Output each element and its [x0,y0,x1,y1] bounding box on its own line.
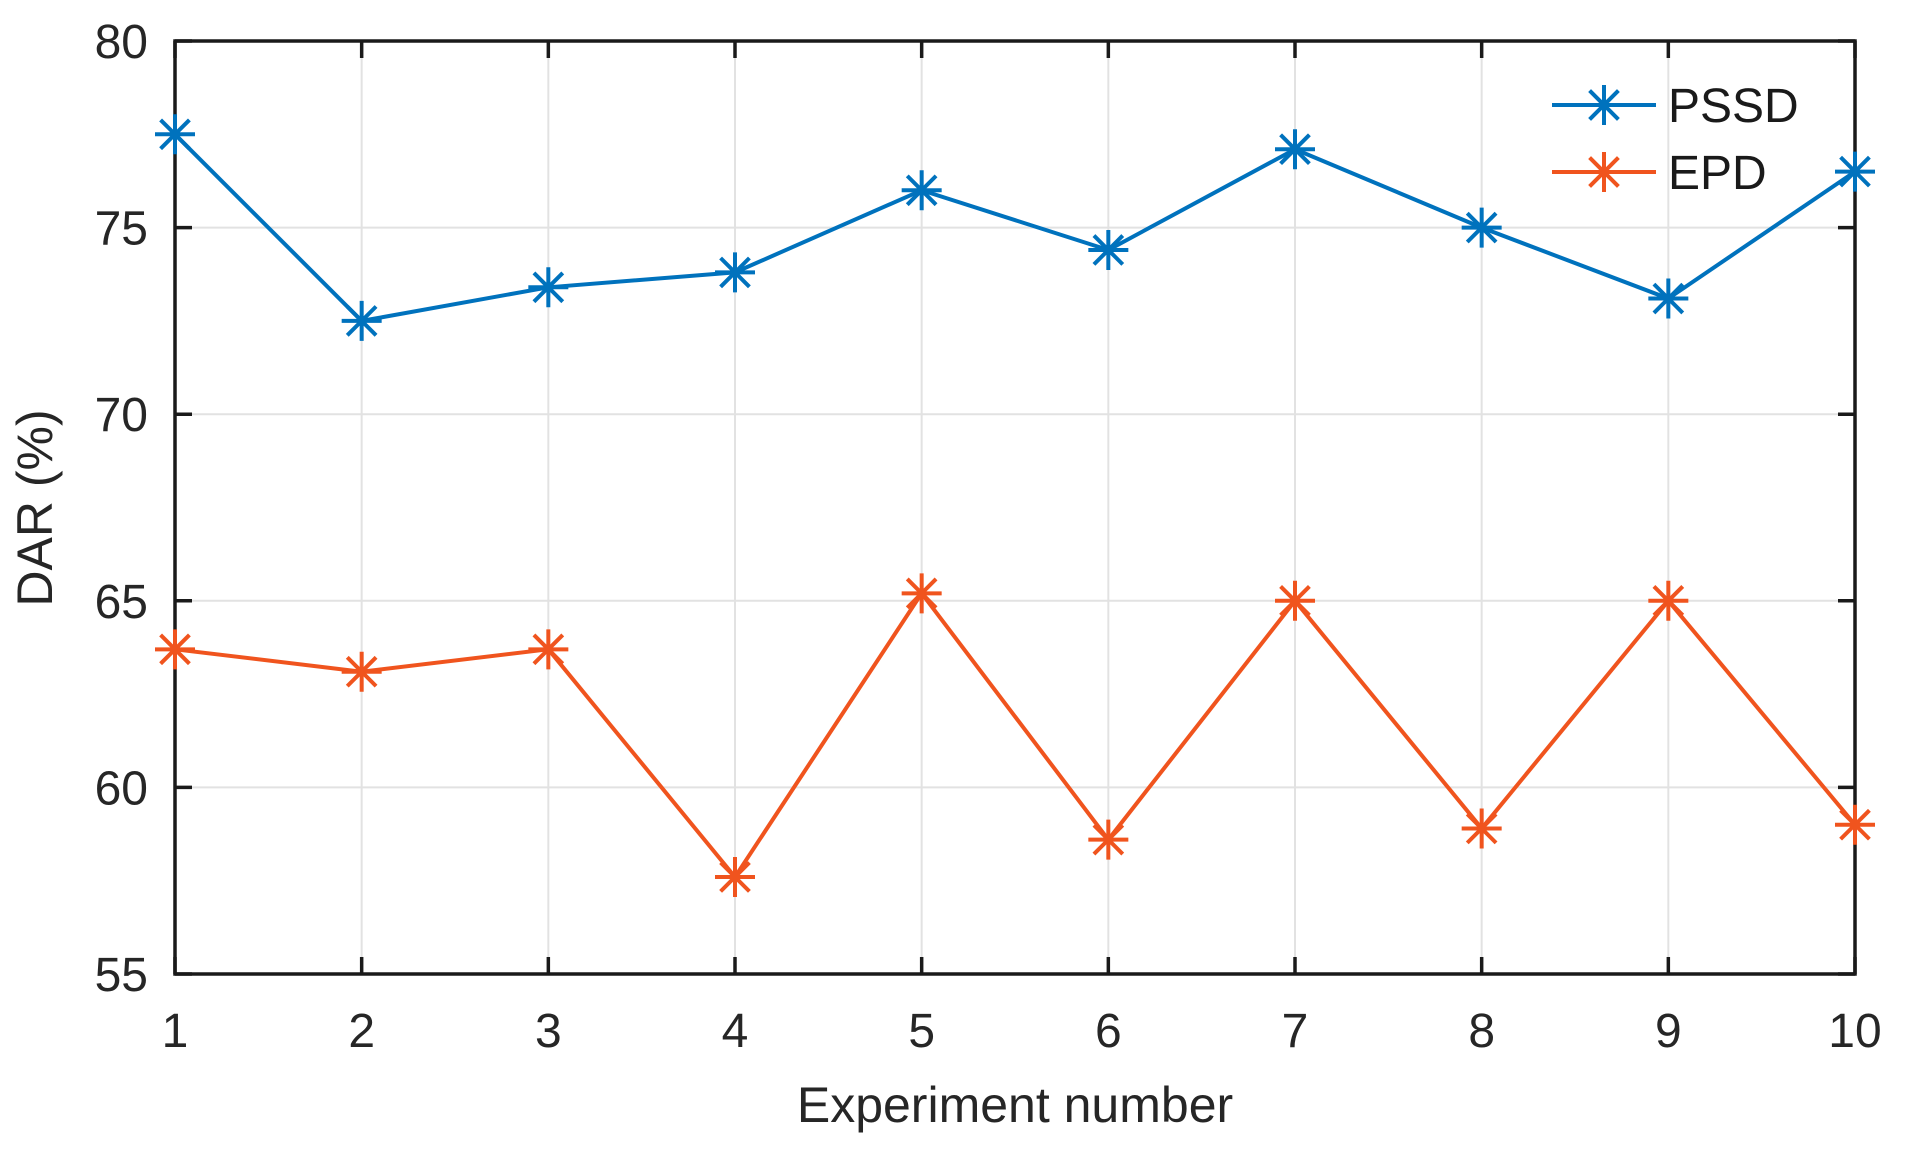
data-point-epd-2 [341,651,382,692]
y-tick-label-80: 80 [95,16,148,69]
data-point-pssd-5 [901,170,942,211]
x-tick-label-6: 6 [1095,1005,1122,1058]
legend-marker-epd-asterisk-icon [1584,152,1624,192]
x-tick-labels: 1 2 3 4 5 6 7 8 9 10 [162,1005,1882,1058]
y-tick-label-70: 70 [95,389,148,442]
legend-asterisk-epd [1584,152,1624,192]
data-point-pssd-7 [1275,129,1315,170]
legend-asterisk-pssd [1584,85,1624,125]
series-epd [155,573,1875,897]
axis-ticks [173,39,1857,976]
gridlines [175,41,1855,974]
series-pssd [155,114,1875,341]
legend-label-epd: EPD [1668,147,1767,200]
data-point-epd-5 [901,573,942,614]
legend-label-pssd: PSSD [1668,80,1799,133]
data-point-pssd-6 [1088,229,1129,270]
data-point-pssd-10 [1835,151,1875,192]
x-tick-label-7: 7 [1282,1005,1309,1058]
y-axis-label: DAR (%) [7,409,63,606]
plot-box [173,39,1857,976]
data-point-epd-8 [1461,808,1502,849]
data-point-epd-7 [1275,580,1315,621]
x-tick-label-4: 4 [722,1005,749,1058]
x-tick-label-2: 2 [348,1005,375,1058]
x-tick-label-5: 5 [908,1005,935,1058]
x-tick-label-8: 8 [1468,1005,1495,1058]
data-point-pssd-2 [341,300,382,341]
data-point-epd-1 [155,629,195,670]
x-tick-label-1: 1 [162,1005,189,1058]
data-point-pssd-3 [528,267,569,308]
data-point-epd-4 [715,856,755,897]
y-tick-label-55: 55 [95,949,148,1002]
legend: PSSD EPD [1552,80,1799,200]
y-tick-label-65: 65 [95,576,148,629]
x-tick-label-10: 10 [1828,1005,1881,1058]
data-point-epd-9 [1648,580,1689,621]
legend-marker-pssd-asterisk-icon [1584,85,1624,125]
data-point-epd-6 [1088,819,1129,860]
x-axis-label: Experiment number [797,1077,1233,1133]
data-point-epd-10 [1835,804,1875,845]
data-point-epd-3 [528,629,569,670]
y-tick-labels: 55 60 65 70 75 80 [95,16,148,1002]
x-tick-label-9: 9 [1655,1005,1682,1058]
data-point-pssd-8 [1461,207,1502,248]
y-tick-label-75: 75 [95,203,148,256]
series-line-pssd [173,132,1857,323]
data-point-pssd-1 [155,114,195,155]
data-point-pssd-9 [1648,278,1689,319]
y-tick-label-60: 60 [95,762,148,815]
series-lines [155,114,1875,897]
x-tick-label-3: 3 [535,1005,562,1058]
series-line-epd [174,591,1857,879]
data-point-pssd-4 [715,252,755,293]
